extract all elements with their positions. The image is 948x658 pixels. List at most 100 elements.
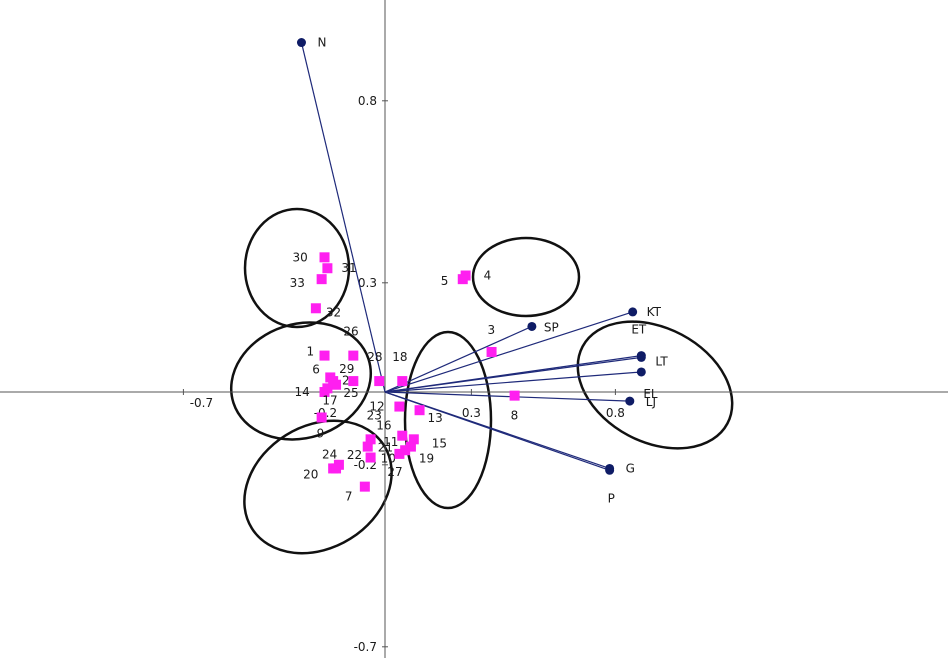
y-tick-label: 0.8	[358, 94, 377, 108]
point-marker-13	[414, 405, 425, 416]
point-marker-27	[394, 448, 405, 459]
vector-label-lt: LT	[655, 354, 668, 368]
vector-label-lj: LJ	[646, 395, 656, 409]
point-marker-1	[319, 350, 330, 361]
cluster-ellipses	[229, 207, 734, 555]
vector-endpoint-lj	[625, 396, 635, 406]
point-marker-18	[397, 376, 408, 387]
vector-line-lt	[384, 356, 642, 393]
point-label-17: 17	[322, 393, 337, 407]
vector-label-et: ET	[631, 323, 647, 337]
cluster-ellipse-center	[403, 330, 493, 510]
point-label-25: 25	[343, 386, 358, 400]
point-label-23: 23	[367, 408, 382, 422]
cluster-ellipse-right	[576, 320, 734, 450]
point-marker-33	[316, 274, 327, 285]
cluster-ellipse-left	[229, 321, 373, 441]
x-tick-label: 0.8	[606, 406, 625, 420]
point-marker-16	[397, 430, 408, 441]
point-marker-9	[316, 412, 327, 423]
point-label-3: 3	[488, 323, 496, 337]
point-marker-7	[359, 481, 370, 492]
point-marker-19	[405, 441, 416, 452]
vector-label-p: P	[608, 491, 615, 505]
point-marker-31	[322, 263, 333, 274]
point-label-33: 33	[290, 276, 305, 290]
point-label-19: 19	[419, 452, 434, 466]
point-label-8: 8	[511, 409, 519, 423]
point-label-15: 15	[432, 436, 447, 450]
vector-label-n: N	[317, 36, 326, 50]
point-marker-8	[509, 390, 520, 401]
point-label-28: 28	[367, 350, 382, 364]
point-marker-26	[348, 350, 359, 361]
point-label-9: 9	[317, 426, 325, 440]
cluster-ellipse-top-left	[243, 207, 351, 329]
observation-points: 1234567891011121314151617181920212223242…	[290, 250, 520, 504]
y-tick-label: -0.7	[354, 640, 377, 654]
point-marker-15	[408, 434, 419, 445]
point-marker-28	[374, 376, 385, 387]
vector-endpoint-el	[636, 367, 646, 377]
point-label-30: 30	[293, 250, 308, 264]
point-label-18: 18	[392, 350, 407, 364]
x-tick-label: -0.7	[190, 396, 213, 410]
point-marker-29	[328, 376, 339, 387]
point-marker-24	[331, 463, 342, 474]
x-tick-label: 0.3	[462, 406, 481, 420]
point-marker-21	[362, 441, 373, 452]
point-label-21: 21	[378, 441, 393, 455]
point-label-11: 11	[383, 435, 398, 449]
vector-label-g: G	[626, 461, 635, 475]
point-label-20: 20	[303, 467, 318, 481]
vector-endpoint-p	[605, 465, 615, 475]
point-marker-3	[486, 346, 497, 357]
point-label-31: 31	[341, 261, 356, 275]
point-label-13: 13	[428, 411, 443, 425]
vector-endpoint-n	[296, 38, 306, 48]
point-marker-5	[457, 274, 468, 285]
point-marker-11	[400, 445, 411, 456]
point-label-10: 10	[381, 452, 396, 466]
point-label-16: 16	[376, 419, 391, 433]
vector-line-el	[384, 371, 642, 393]
point-marker-10	[365, 452, 376, 463]
vector-endpoint-lt	[636, 352, 646, 362]
ticks: -0.7-0.20.30.80.80.3-0.2-0.7	[182, 94, 625, 654]
vector-endpoint-sp	[527, 321, 537, 331]
point-label-27: 27	[387, 465, 402, 479]
point-marker-32	[310, 303, 321, 314]
point-label-12: 12	[369, 400, 384, 414]
vector-label-sp: SP	[544, 320, 559, 334]
point-label-26: 26	[343, 325, 358, 339]
point-label-2: 2	[342, 374, 350, 388]
point-marker-12	[394, 401, 405, 412]
point-marker-30	[319, 252, 330, 263]
vector-label-el: EL	[643, 387, 658, 401]
vector-line-lj	[384, 391, 630, 402]
vector-endpoint-kt	[628, 307, 638, 317]
cluster-ellipse-bottom-left	[243, 419, 393, 555]
vector-line-n	[300, 42, 386, 393]
point-label-29: 29	[339, 362, 354, 376]
cluster-ellipse-top-right	[471, 236, 581, 318]
point-label-7: 7	[345, 490, 353, 504]
y-tick-label: 0.3	[358, 276, 377, 290]
point-label-22: 22	[347, 448, 362, 462]
point-marker-23	[365, 434, 376, 445]
vector-label-kt: KT	[647, 305, 662, 319]
vector-line-sp	[384, 325, 533, 393]
point-marker-25	[348, 376, 359, 387]
point-label-1: 1	[307, 345, 315, 359]
point-label-6: 6	[312, 362, 320, 376]
point-label-5: 5	[441, 274, 449, 288]
point-label-4: 4	[484, 269, 492, 283]
vector-line-p	[384, 391, 610, 471]
point-marker-17	[322, 383, 333, 394]
vector-line-kt	[384, 311, 633, 393]
point-label-32: 32	[326, 305, 341, 319]
point-label-14: 14	[295, 385, 310, 399]
